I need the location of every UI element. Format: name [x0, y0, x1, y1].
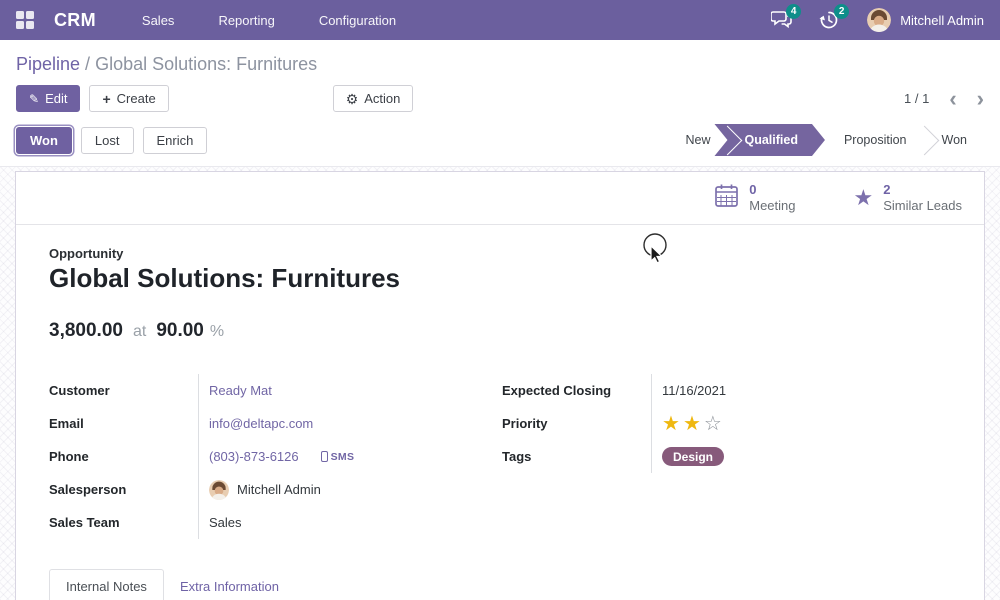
stage-won[interactable]: Won: [924, 124, 984, 156]
menu-sales[interactable]: Sales: [141, 12, 175, 28]
form-sheet: 0 Meeting ★ 2 Similar Leads Opportunity …: [15, 171, 985, 600]
sms-label: SMS: [330, 450, 355, 463]
tags-label: Tags: [502, 449, 532, 464]
stage-new[interactable]: New: [668, 124, 728, 156]
pager-value: 1 / 1: [904, 91, 930, 106]
user-name: Mitchell Admin: [900, 12, 984, 28]
priority-label: Priority: [502, 416, 548, 431]
sales-team-value[interactable]: Sales: [209, 515, 242, 530]
user-avatar: [867, 8, 892, 32]
top-navbar: CRM Sales Reporting Configuration 4 2: [0, 0, 1000, 40]
pencil-icon: ✎: [29, 91, 40, 106]
salesperson-value[interactable]: Mitchell Admin: [237, 482, 321, 497]
activities-icon[interactable]: 2: [819, 4, 850, 30]
phone-value-link[interactable]: (803)-873-6126: [209, 449, 299, 464]
mobile-phone-icon: [320, 451, 328, 462]
pager-previous-button[interactable]: ‹: [949, 85, 957, 111]
similar-leads-label: Similar Leads: [883, 198, 962, 213]
record-type-label: Opportunity: [49, 246, 124, 261]
field-group-left: Customer Ready Mat Email info@deltapc.co…: [49, 374, 502, 539]
priority-star-empty-icon[interactable]: ☆: [703, 412, 722, 435]
menu-reporting[interactable]: Reporting: [218, 12, 275, 28]
similar-leads-count: 2: [883, 181, 891, 197]
expected-revenue: 3,800.00: [49, 320, 123, 341]
expected-closing-label: Expected Closing: [502, 383, 612, 398]
customer-value-link[interactable]: Ready Mat: [209, 383, 272, 398]
sms-button[interactable]: SMS: [320, 450, 355, 463]
pager-next-button[interactable]: ›: [976, 85, 984, 111]
messages-icon[interactable]: 4: [770, 4, 802, 30]
form-view-background: 0 Meeting ★ 2 Similar Leads Opportunity …: [0, 166, 1000, 600]
priority-star-filled-icon[interactable]: ★: [682, 412, 701, 435]
breadcrumb-pipeline-link[interactable]: Pipeline: [16, 54, 81, 74]
breadcrumb-current: Global Solutions: Furnitures: [95, 54, 318, 74]
stage-qualified[interactable]: Qualified: [714, 124, 824, 156]
stage-proposition[interactable]: Proposition: [826, 124, 924, 156]
phone-label: Phone: [49, 449, 89, 464]
tab-extra-information[interactable]: Extra Information: [179, 579, 279, 594]
field-group-right: Expected Closing 11/16/2021 Priority ★ ★…: [502, 374, 951, 539]
messages-badge: 4: [786, 4, 802, 19]
app-name[interactable]: CRM: [54, 9, 96, 30]
tab-internal-notes[interactable]: Internal Notes: [49, 569, 164, 600]
stat-button-box: 0 Meeting ★ 2 Similar Leads: [16, 172, 984, 225]
salesperson-label: Salesperson: [49, 482, 127, 497]
percent-sign: %: [209, 323, 225, 340]
user-menu[interactable]: Mitchell Admin: [867, 8, 984, 32]
notebook-tabs: Internal Notes Extra Information: [16, 569, 984, 600]
tag-design[interactable]: Design: [662, 447, 725, 466]
email-value-link[interactable]: info@deltapc.com: [209, 416, 314, 431]
activities-badge: 2: [834, 4, 850, 19]
create-button[interactable]: + Create: [89, 85, 169, 112]
similar-leads-stat-button[interactable]: ★ 2 Similar Leads: [854, 182, 963, 215]
lost-button[interactable]: Lost: [80, 126, 134, 154]
action-menu-button[interactable]: ⚙ Action: [332, 85, 414, 112]
stage-statusbar: New Qualified Proposition Won: [668, 124, 984, 156]
customer-label: Customer: [49, 383, 110, 398]
probability-value: 90.00: [156, 320, 204, 341]
meeting-label: Meeting: [749, 198, 796, 213]
menu-configuration[interactable]: Configuration: [318, 12, 397, 28]
gear-icon: ⚙: [345, 90, 359, 107]
meeting-stat-button[interactable]: 0 Meeting: [714, 181, 796, 215]
breadcrumb-separator: /: [80, 54, 96, 74]
won-button[interactable]: Won: [16, 126, 72, 154]
apps-grid-icon[interactable]: [16, 11, 34, 29]
breadcrumb: Pipeline / Global Solutions: Furnitures: [16, 54, 984, 75]
sales-team-label: Sales Team: [49, 515, 120, 530]
star-icon: ★: [853, 185, 874, 210]
priority-star-filled-icon[interactable]: ★: [662, 412, 680, 435]
opportunity-title: Global Solutions: Furnitures: [49, 263, 400, 293]
salesperson-avatar: [209, 479, 229, 500]
edit-button[interactable]: ✎ Edit: [16, 85, 81, 112]
calendar-icon: [714, 183, 739, 213]
enrich-button[interactable]: Enrich: [142, 126, 208, 154]
nav-menus: Sales Reporting Configuration: [142, 13, 396, 28]
at-label: at: [132, 323, 147, 340]
meeting-count: 0: [749, 181, 757, 197]
expected-closing-value[interactable]: 11/16/2021: [662, 383, 727, 398]
email-label: Email: [49, 416, 84, 431]
plus-icon: +: [102, 90, 111, 107]
